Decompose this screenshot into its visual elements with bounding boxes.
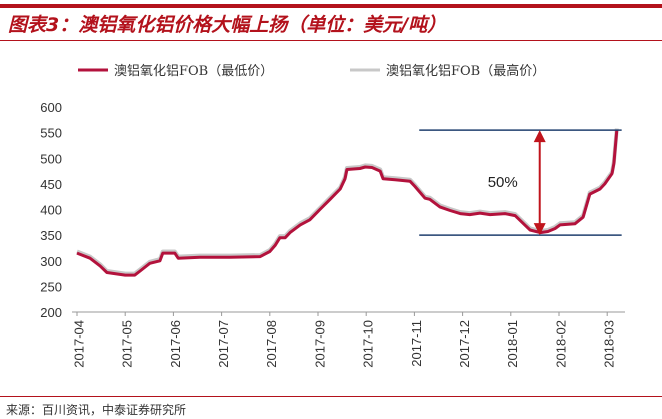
y-tick-label: 500 <box>40 151 62 166</box>
x-tick-label: 2017-08 <box>264 320 279 368</box>
x-tick-label: 2017-09 <box>312 320 327 368</box>
top-rule <box>0 4 662 8</box>
x-tick-label: 2017-10 <box>361 320 376 368</box>
y-tick-label: 450 <box>40 177 62 192</box>
x-tick-label: 2017-11 <box>409 320 424 367</box>
x-tick-label: 2018-02 <box>553 320 568 368</box>
x-tick-label: 2018-03 <box>602 320 617 368</box>
arrow-head-up <box>533 130 546 143</box>
source-note: 来源：百川资讯，中泰证券研究所 <box>6 403 187 417</box>
legend-label: 澳铝氧化铝FOB（最低价） <box>114 63 273 79</box>
x-tick-label: 2018-01 <box>505 320 520 368</box>
series-line-low <box>76 129 619 277</box>
source-rule <box>0 396 662 397</box>
y-tick-label: 350 <box>40 228 62 243</box>
title-rule <box>0 40 662 41</box>
x-tick-label: 2017-12 <box>457 320 472 368</box>
x-tick-label: 2017-04 <box>71 320 86 368</box>
x-tick-label: 2017-07 <box>216 320 231 368</box>
y-tick-label: 550 <box>40 126 62 141</box>
annotation-label: 50% <box>488 174 518 191</box>
y-tick-label: 400 <box>40 203 62 218</box>
figure-title: 图表3：澳铝氧化铝价格大幅上扬（单位：美元/吨） <box>8 14 447 36</box>
series-line-high <box>76 128 619 276</box>
y-tick-label: 250 <box>40 279 62 294</box>
x-tick-label: 2017-06 <box>168 320 183 368</box>
x-tick-label: 2017-05 <box>120 320 135 368</box>
y-tick-label: 200 <box>40 305 62 320</box>
arrow-head-down <box>533 223 546 236</box>
legend-label: 澳铝氧化铝FOB（最高价） <box>386 63 545 79</box>
y-tick-label: 600 <box>40 100 62 115</box>
y-tick-label: 300 <box>40 254 62 269</box>
